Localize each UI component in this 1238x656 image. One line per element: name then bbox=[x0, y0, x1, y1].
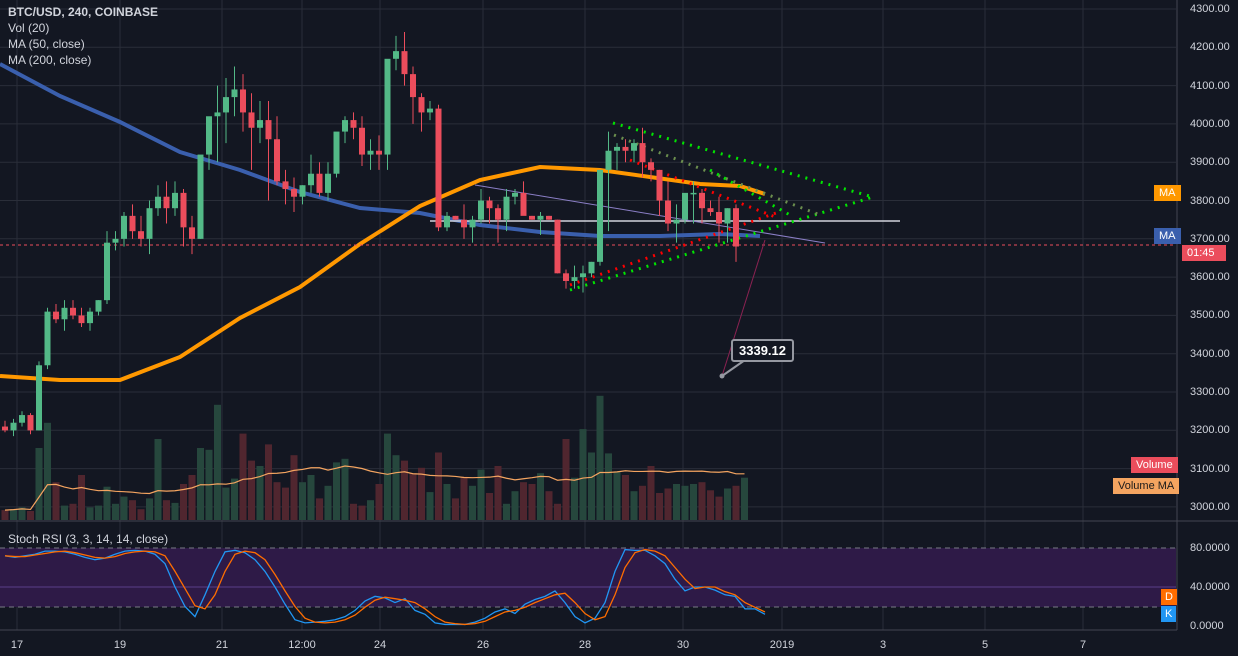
symbol-title[interactable]: BTC/USD, 240, COINBASE bbox=[8, 5, 159, 19]
time-tick: 19 bbox=[113, 639, 127, 651]
price-tick: 3700.00 bbox=[1190, 232, 1230, 245]
time-tick: 5 bbox=[981, 639, 989, 651]
price-tick: 3000.00 bbox=[1190, 500, 1230, 513]
time-tick: 30 bbox=[676, 639, 690, 651]
price-tick: 3900.00 bbox=[1190, 156, 1230, 169]
price-tick: 3500.00 bbox=[1190, 309, 1230, 322]
time-tick: 21 bbox=[215, 639, 229, 651]
volume-badge: Volume bbox=[1131, 457, 1178, 473]
trendline-drawings[interactable] bbox=[0, 121, 1176, 379]
price-tick: 4200.00 bbox=[1190, 41, 1230, 54]
grid bbox=[0, 0, 1176, 630]
price-tick: 4300.00 bbox=[1190, 3, 1230, 15]
price-tick: 3200.00 bbox=[1190, 424, 1230, 437]
stoch-rsi-pane bbox=[0, 520, 1238, 626]
chart-legend: BTC/USD, 240, COINBASE Vol (20) MA (50, … bbox=[8, 4, 158, 68]
candlesticks bbox=[2, 31, 739, 437]
time-tick: 12:00 bbox=[288, 639, 316, 651]
legend-vol[interactable]: Vol (20) bbox=[8, 21, 50, 35]
time-tick: 3 bbox=[879, 639, 887, 651]
price-tick: 4100.00 bbox=[1190, 79, 1230, 92]
stoch-tick: 80.0000 bbox=[1190, 542, 1230, 554]
stoch-d-line bbox=[4, 548, 766, 626]
time-tick: 28 bbox=[578, 639, 592, 651]
ma200-badge: MA bbox=[1154, 228, 1181, 244]
time-tick: 2019 bbox=[769, 639, 795, 651]
stoch-k-badge: K bbox=[1161, 606, 1177, 622]
legend-ma200[interactable]: MA (200, close) bbox=[8, 53, 92, 67]
price-callout[interactable]: 3339.12 bbox=[731, 339, 794, 362]
ma200-line bbox=[0, 62, 761, 238]
price-tick: 3400.00 bbox=[1190, 347, 1230, 360]
stoch-tick: 0.0000 bbox=[1190, 620, 1224, 632]
time-tick: 7 bbox=[1079, 639, 1087, 651]
stoch-rsi-legend[interactable]: Stoch RSI (3, 3, 14, 14, close) bbox=[8, 532, 169, 546]
time-tick: 26 bbox=[476, 639, 490, 651]
axes bbox=[0, 0, 1178, 631]
price-tick: 3800.00 bbox=[1190, 194, 1230, 207]
price-tick: 3300.00 bbox=[1190, 386, 1230, 398]
ma50-line bbox=[0, 164, 766, 382]
current-price-countdown: 01:45 bbox=[1182, 245, 1226, 261]
volume-ma-badge: Volume MA bbox=[1113, 478, 1180, 494]
ma50-badge: MA bbox=[1154, 185, 1181, 201]
volume-ma-line bbox=[4, 465, 745, 511]
stoch-k-line bbox=[4, 548, 766, 626]
stoch-tick: 40.0000 bbox=[1190, 581, 1230, 593]
stoch-d-badge: D bbox=[1161, 589, 1177, 605]
time-tick: 24 bbox=[373, 639, 387, 651]
volume-bars bbox=[1, 395, 748, 520]
legend-ma50[interactable]: MA (50, close) bbox=[8, 37, 85, 51]
price-tick: 4000.00 bbox=[1190, 117, 1230, 130]
price-tick: 3600.00 bbox=[1190, 271, 1230, 284]
price-tick: 3100.00 bbox=[1190, 462, 1230, 475]
time-tick: 17 bbox=[10, 639, 24, 651]
